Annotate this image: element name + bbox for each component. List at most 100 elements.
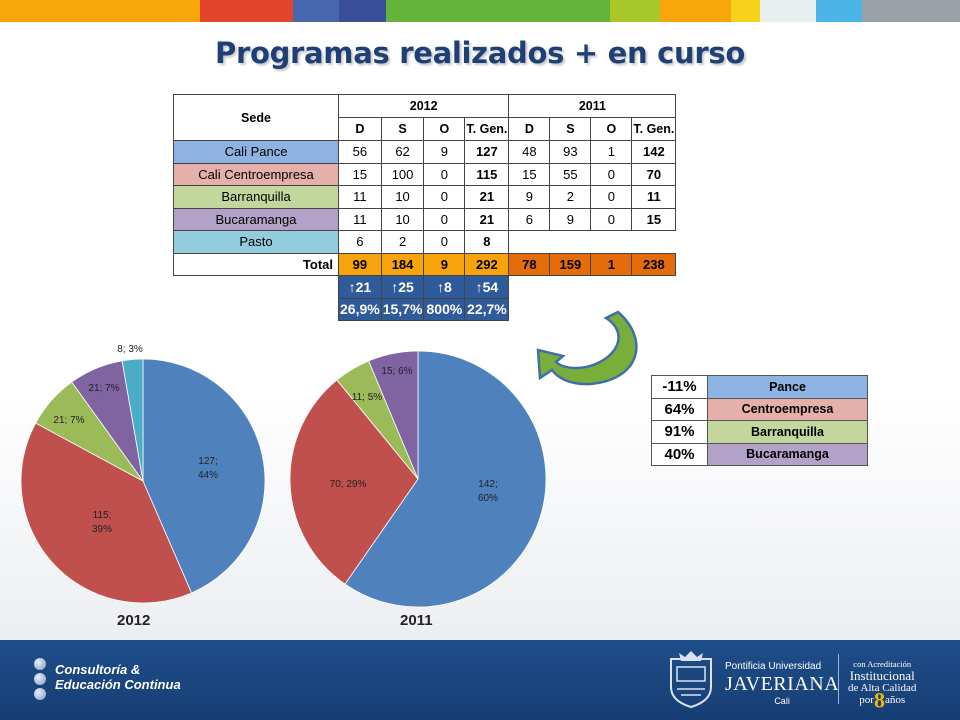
value-cell: 15 xyxy=(631,207,677,231)
site-name: Bucaramanga xyxy=(707,442,868,466)
top-bar-segment xyxy=(0,0,149,22)
accred-line-3: de Alta Calidad xyxy=(848,682,917,694)
footer: Consultoría & Educación Continua Pontifi… xyxy=(0,640,960,720)
programs-table: Sede 2012 2011 D S O T. Gen. D S O T. Gen. Cali Pa… xyxy=(173,94,677,321)
total-cell: 78 xyxy=(508,252,551,276)
sede-cell: Cali Pance xyxy=(173,140,339,164)
value-cell: 0 xyxy=(423,185,466,209)
accred-line-2: Institucional xyxy=(849,668,915,683)
value-cell: 0 xyxy=(423,230,466,254)
page-title: Programas realizados + en curso xyxy=(215,36,745,70)
pie-slice xyxy=(289,379,419,585)
pie-data-label: 15; 6% xyxy=(381,366,412,377)
top-bar-segment xyxy=(759,0,816,22)
value-cell: 6 xyxy=(338,230,382,254)
change-abs-cell: ↑8 xyxy=(423,275,466,299)
growth-percent: 64% xyxy=(651,397,708,421)
chart-title-2011: 2011 xyxy=(400,612,433,629)
table-row: Pasto 6 2 0 8 xyxy=(173,230,676,254)
pie-data-label: 21; 7% xyxy=(88,383,119,394)
top-bar-segment xyxy=(730,0,760,22)
top-bar-segment xyxy=(499,0,610,22)
total-cell: 9 xyxy=(423,252,466,276)
total-label: Total xyxy=(173,252,339,276)
value-cell: 142 xyxy=(631,140,677,164)
value-cell: 48 xyxy=(508,140,551,164)
site-name: Centroempresa xyxy=(707,397,868,421)
pie-chart-2012: 127; 44% 115; 39% 21; 7% 21; 7% 8; 3% xyxy=(20,344,266,604)
pie-data-label: 115; 39% xyxy=(92,510,112,535)
table-row: Cali Centroempresa 15 100 0 115 15 55 0 70 xyxy=(173,162,677,186)
top-bar-segment xyxy=(861,0,906,22)
university-name: Pontificia Universidad JAVERIANA Cali xyxy=(725,660,839,708)
total-cell: 159 xyxy=(549,252,592,276)
column-header: T. Gen. xyxy=(464,117,510,141)
value-cell: 0 xyxy=(590,207,633,231)
legend-row: -11% Pance xyxy=(651,375,868,399)
value-cell: 0 xyxy=(590,185,633,209)
value-cell: 100 xyxy=(380,162,425,186)
change-abs-cell: ↑21 xyxy=(338,275,382,299)
value-cell: 0 xyxy=(423,207,466,231)
univ-line-3: Cali xyxy=(774,696,790,706)
value-cell: 1 xyxy=(590,140,633,164)
value-cell: 0 xyxy=(590,162,633,186)
univ-line-1: Pontificia Universidad xyxy=(725,661,822,672)
column-header: S xyxy=(380,117,425,141)
site-name: Pance xyxy=(707,375,868,399)
top-bar-segment xyxy=(339,0,387,22)
top-bar-segment xyxy=(816,0,862,22)
change-pct-cell: 26,9% xyxy=(338,297,382,321)
table-row: Barranquilla 11 10 0 21 9 2 0 11 xyxy=(173,185,677,209)
value-cell: 11 xyxy=(338,185,382,209)
sede-header: Sede xyxy=(173,94,339,141)
value-cell: 11 xyxy=(338,207,382,231)
top-bar-segment xyxy=(386,0,500,22)
charts-area: 127; 44% 115; 39% 21; 7% 21; 7% 8; 3% 142; 60% 7… xyxy=(20,310,638,608)
pie-slice xyxy=(344,350,547,608)
sede-cell: Barranquilla xyxy=(173,185,339,209)
legend-row: 64% Centroempresa xyxy=(651,397,868,421)
top-bar-segment xyxy=(905,0,960,22)
pie-slice xyxy=(142,358,266,594)
change-abs-cell: ↑25 xyxy=(380,275,425,299)
year-header: 2011 xyxy=(508,94,677,118)
top-color-bar xyxy=(0,0,960,22)
pie-data-label: 21; 7% xyxy=(53,415,84,426)
column-header: D xyxy=(508,117,551,141)
accred-line-4: por8años xyxy=(859,687,906,713)
value-cell: 62 xyxy=(380,140,425,164)
pie-slice xyxy=(121,358,144,482)
pie-data-label: 70; 29% xyxy=(330,479,367,490)
value-cell: 9 xyxy=(423,140,466,164)
value-cell: 11 xyxy=(631,185,677,209)
column-header: T. Gen. xyxy=(631,117,677,141)
top-bar-segment xyxy=(660,0,731,22)
pie-data-label: 142; 60% xyxy=(478,479,498,504)
pie-chart-2011: 142; 60% 70; 29% 11; 5% 15; 6% xyxy=(289,350,547,608)
value-cell: 55 xyxy=(549,162,592,186)
table-row: Cali Pance 56 62 9 127 48 93 1 142 xyxy=(173,140,677,164)
growth-percent: 40% xyxy=(651,442,708,466)
pie-data-label: 127; 44% xyxy=(198,456,218,481)
value-cell: 8 xyxy=(464,230,510,254)
change-pct-cell: 22,7% xyxy=(464,297,510,321)
brand-dots-icon xyxy=(34,658,46,703)
pie-slice xyxy=(20,422,193,604)
curved-arrow xyxy=(536,310,638,386)
total-cell: 1 xyxy=(590,252,633,276)
empty-cell xyxy=(508,230,676,253)
total-cell: 238 xyxy=(631,252,677,276)
brand-logo-text: Consultoría & Educación Continua xyxy=(55,662,181,692)
value-cell: 21 xyxy=(464,207,510,231)
value-cell: 0 xyxy=(423,162,466,186)
growth-percent: 91% xyxy=(651,420,708,444)
sede-cell: Pasto xyxy=(173,230,339,254)
growth-percent: -11% xyxy=(651,375,708,399)
change-abs-cell: ↑54 xyxy=(464,275,510,299)
brand-line-2: Educación Continua xyxy=(55,677,181,692)
footer-separator xyxy=(838,654,839,704)
column-header: S xyxy=(549,117,592,141)
univ-line-2: JAVERIANA xyxy=(725,673,840,695)
legend-row: 40% Bucaramanga xyxy=(651,442,868,466)
